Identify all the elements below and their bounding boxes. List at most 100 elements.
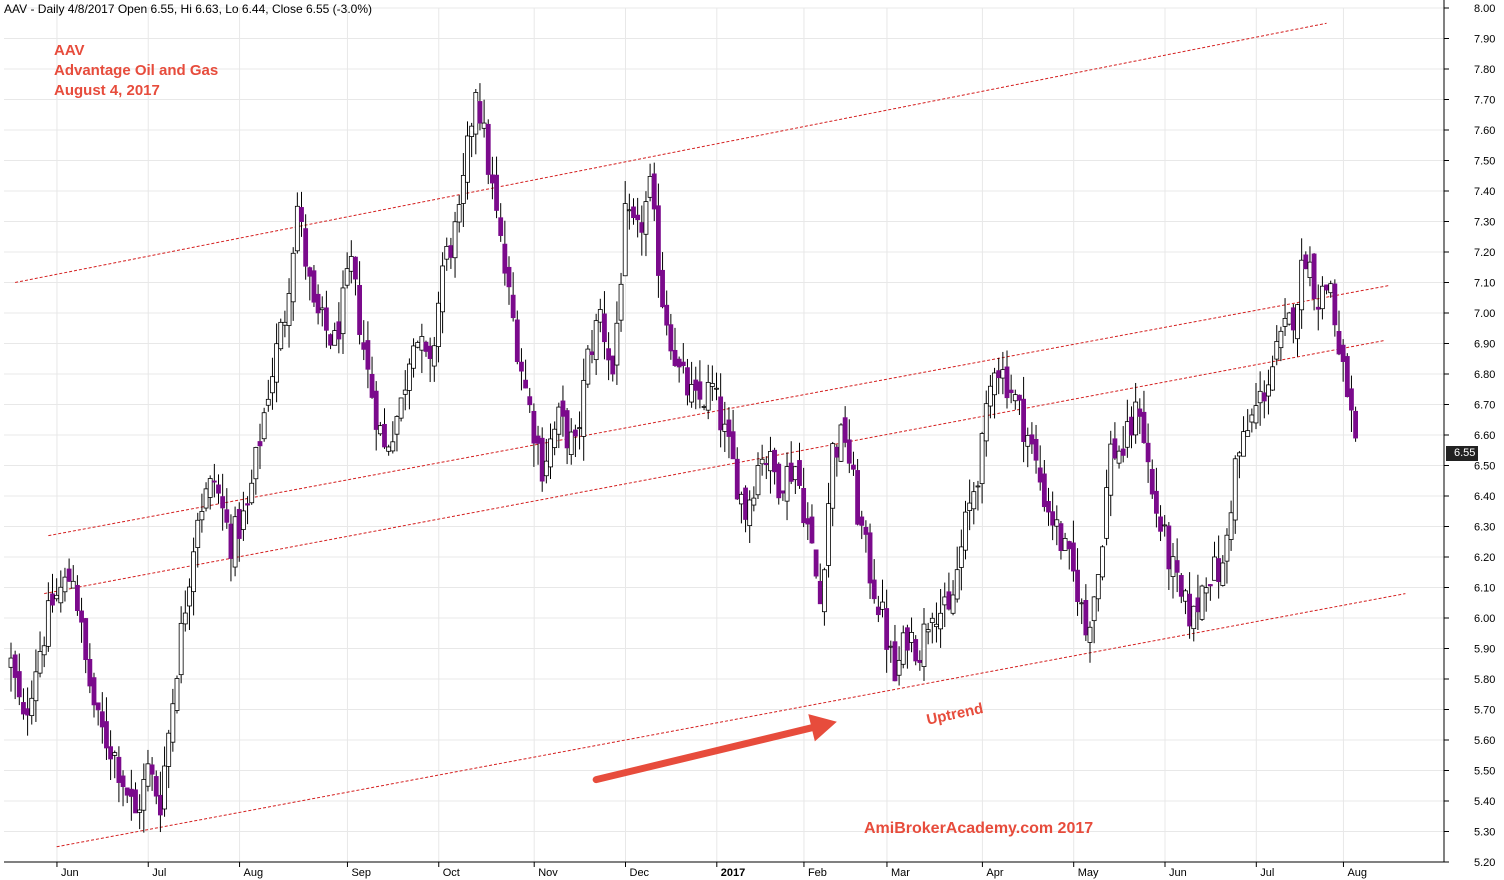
candle-body — [1046, 501, 1051, 513]
candle-body — [975, 485, 981, 488]
annotation-symbol: AAV — [54, 42, 85, 59]
candle-body — [925, 629, 931, 633]
y-tick-label: 5.50 — [1474, 766, 1495, 778]
candle-body — [913, 639, 919, 662]
y-tick-label: 7.40 — [1474, 186, 1495, 198]
candle-body — [875, 606, 881, 616]
candle-body — [597, 309, 603, 323]
candle-body — [1249, 414, 1255, 423]
x-tick-label: Apr — [986, 867, 1003, 879]
candle-body — [1137, 408, 1143, 417]
candle-body — [1324, 284, 1329, 291]
candle-body — [863, 526, 869, 535]
y-tick-label: 7.70 — [1474, 95, 1495, 107]
candle-body — [743, 487, 748, 520]
candle-body — [888, 645, 894, 648]
candle-body — [573, 429, 578, 437]
candle-body — [1340, 344, 1346, 362]
candle-body — [33, 671, 39, 702]
candle-body — [21, 702, 26, 715]
candle-body — [228, 523, 234, 559]
candle-body — [614, 322, 620, 366]
candle-body — [1344, 356, 1350, 398]
x-tick-label: Feb — [808, 867, 827, 879]
y-tick-label: 6.60 — [1474, 430, 1495, 442]
candle-body — [465, 135, 470, 183]
candle-body — [1017, 394, 1022, 401]
candle-body — [25, 708, 31, 716]
candle-body — [631, 206, 636, 219]
candle-body — [199, 511, 205, 521]
candle-body — [909, 632, 914, 643]
candle-body — [1195, 597, 1201, 613]
candle-body — [772, 449, 777, 473]
candle-body — [506, 266, 512, 288]
candle-body — [448, 245, 454, 258]
candle-body — [593, 320, 599, 361]
candle-body — [626, 209, 632, 212]
candle-body — [469, 125, 475, 137]
candle-body — [427, 345, 433, 359]
candle-body — [1012, 394, 1018, 402]
candle-body — [830, 443, 836, 509]
candle-body — [344, 268, 350, 286]
candle-body — [1295, 304, 1300, 340]
candle-body — [162, 765, 167, 810]
candle-body — [1116, 450, 1122, 464]
candle-body — [294, 205, 300, 252]
candle-body — [220, 496, 226, 509]
candle-body — [195, 519, 201, 548]
candle-body — [1332, 283, 1338, 326]
candle-body — [556, 406, 562, 435]
candle-body — [1141, 411, 1147, 443]
candle-body — [697, 381, 703, 400]
candle-body — [1353, 410, 1358, 439]
candle-body — [1075, 569, 1080, 602]
candle-body — [1095, 574, 1101, 600]
candle-body — [838, 424, 844, 462]
candle-body — [568, 431, 574, 455]
watermark: AmiBrokerAcademy.com 2017 — [864, 820, 1094, 837]
candle-body — [871, 579, 877, 600]
y-tick-label: 8.00 — [1474, 3, 1495, 15]
candle-body — [1091, 596, 1097, 622]
candle-body — [187, 586, 192, 607]
candle-body — [523, 379, 528, 389]
candle-body — [1021, 398, 1026, 442]
candle-body — [552, 428, 558, 449]
candle-body — [788, 462, 794, 482]
candle-body — [822, 569, 827, 613]
candle-body — [784, 466, 790, 502]
candle-body — [751, 497, 757, 506]
candle-body — [240, 510, 246, 530]
candle-body — [510, 294, 516, 319]
candle-body — [747, 499, 753, 527]
y-tick-label: 6.90 — [1474, 339, 1495, 351]
y-tick-label: 5.20 — [1474, 857, 1495, 869]
channel-line — [15, 22, 1327, 283]
candle-body — [494, 174, 499, 211]
candle-body — [489, 174, 495, 184]
candle-body — [709, 382, 715, 387]
candle-body — [929, 617, 935, 624]
candle-body — [693, 379, 699, 391]
candle-body — [1100, 546, 1105, 578]
candle-body — [137, 809, 143, 813]
y-axis: 5.20 5.30 5.40 5.50 5.60 5.70 5.80 5.90 6.00 6.10… — [1443, 0, 1495, 869]
candle-body — [1004, 366, 1010, 399]
candle-body — [8, 657, 14, 668]
candle-body — [1054, 519, 1060, 527]
candle-body — [207, 478, 213, 498]
candle-body — [116, 756, 122, 783]
candle-body — [1315, 306, 1321, 310]
candle-body — [768, 451, 773, 472]
x-tick-label: Jun — [1169, 867, 1187, 879]
candle-body — [348, 256, 354, 272]
candle-body — [635, 214, 641, 221]
candle-body — [203, 488, 209, 509]
candle-body — [668, 324, 674, 352]
candle-body — [1033, 438, 1039, 461]
channel-line — [56, 593, 1406, 848]
candle-body — [377, 425, 383, 435]
candle-body — [299, 207, 304, 223]
